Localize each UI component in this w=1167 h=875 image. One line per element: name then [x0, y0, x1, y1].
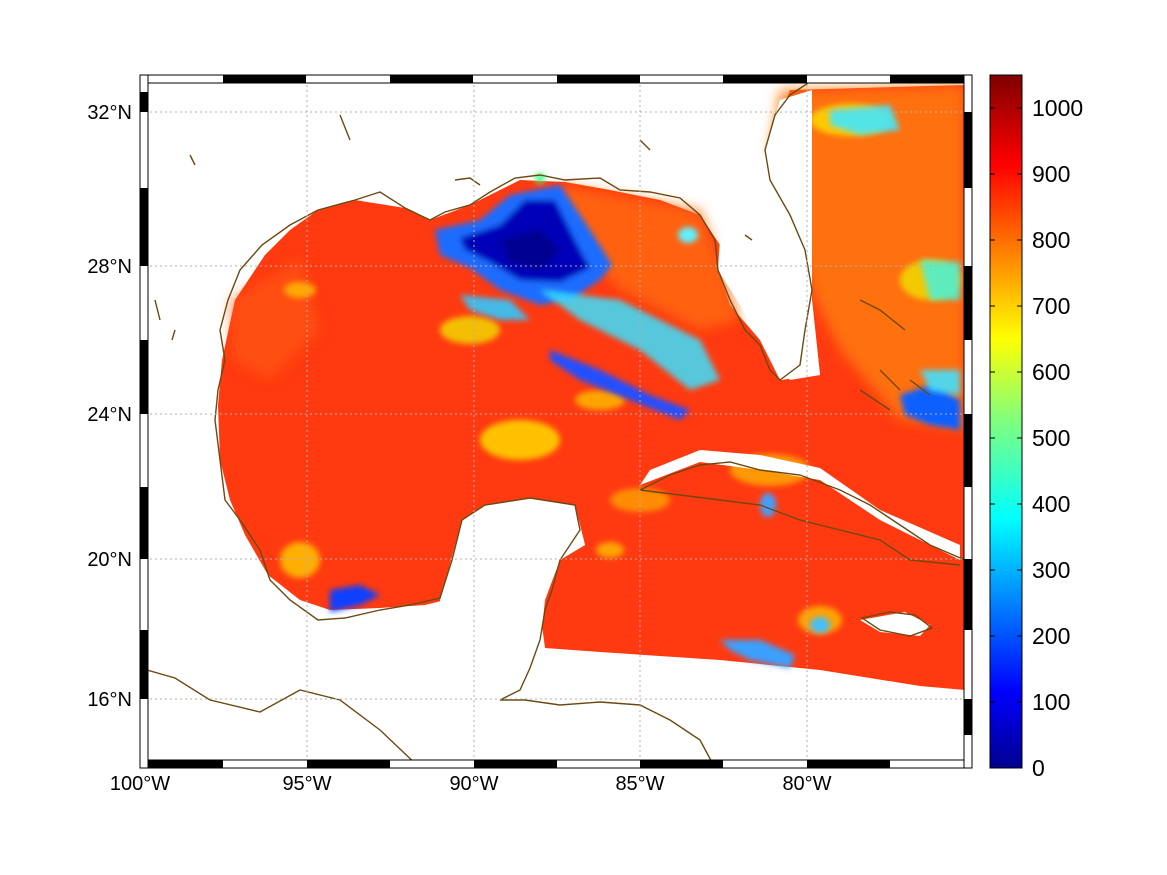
lat-tick-label: 20°N: [87, 549, 132, 571]
map-frame: [139, 74, 973, 769]
lon-tick-label: 90°W: [449, 773, 498, 795]
jamaica-coast: [860, 611, 934, 637]
colorbar-gradient: [989, 74, 1023, 769]
colorbar-tick-label: 400: [1032, 491, 1070, 517]
colorbar-tick-label: 900: [1032, 161, 1070, 187]
small-islands: [454, 139, 753, 241]
lat-axis: 32°N 28°N 24°N 20°N 16°N: [87, 102, 132, 711]
land-masks: [440, 90, 960, 700]
map-area: [140, 75, 972, 768]
colorbar-tick-label: 600: [1032, 359, 1070, 385]
colorbar-tick-label: 0: [1032, 755, 1045, 781]
mexico-coast: [214, 209, 716, 768]
field-base: [218, 85, 965, 690]
colorbar-tick-label: 700: [1032, 293, 1070, 319]
colorbar-tick-label: 1000: [1032, 95, 1083, 121]
colorbar-ticks: 0 100 200 300 400 500 600 700 800 900 1000: [990, 95, 1083, 781]
colorbar-tick-label: 200: [1032, 623, 1070, 649]
lat-tick-label: 24°N: [87, 404, 132, 426]
orange-zones: [230, 85, 965, 430]
colorbar-tick-label: 300: [1032, 557, 1070, 583]
pacific-coast: [140, 667, 421, 768]
bahamas-coast: [859, 299, 931, 411]
lon-axis: 100°W 95°W 90°W 85°W 80°W: [110, 773, 832, 795]
coastlines: [140, 75, 966, 768]
grid: [140, 75, 972, 768]
low-value-regions: [330, 105, 960, 668]
cuba-coast: [639, 461, 966, 566]
lat-tick-label: 28°N: [87, 256, 132, 278]
lon-tick-label: 100°W: [110, 773, 170, 795]
us-gulf-coast: [317, 75, 821, 381]
gulf-field: [218, 85, 965, 690]
colorbar: 0 100 200 300 400 500 600 700 800 900 1000: [989, 74, 1083, 781]
lat-tick-label: 16°N: [87, 689, 132, 711]
colorbar-tick-label: 800: [1032, 227, 1070, 253]
lat-tick-label: 32°N: [87, 102, 132, 124]
lon-tick-label: 85°W: [615, 773, 664, 795]
lon-tick-label: 80°W: [782, 773, 831, 795]
colorbar-tick-label: 500: [1032, 425, 1070, 451]
inland-lakes: [154, 114, 351, 341]
lon-tick-label: 95°W: [282, 773, 331, 795]
colorbar-tick-label: 100: [1032, 689, 1070, 715]
